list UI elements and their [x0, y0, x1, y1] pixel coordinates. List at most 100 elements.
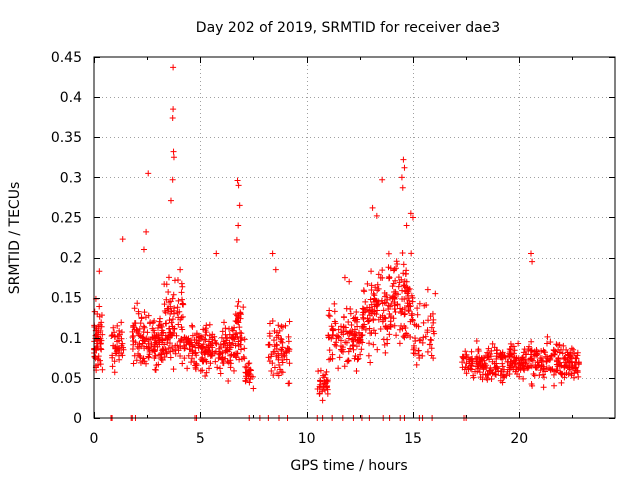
data-point: [465, 364, 472, 371]
data-point-outlier: [174, 277, 181, 284]
data-point: [407, 334, 414, 341]
data-point: [345, 348, 352, 355]
data-point: [139, 358, 146, 365]
data-point: [165, 325, 172, 332]
plot-frame: [93, 56, 616, 419]
data-point: [425, 317, 432, 324]
data-point: [377, 326, 384, 333]
data-point: [149, 334, 156, 341]
data-point: [286, 318, 293, 325]
data-point: [109, 363, 116, 370]
data-point: [551, 382, 558, 389]
data-point: [532, 362, 539, 369]
data-point: [408, 250, 415, 257]
data-point: [358, 332, 365, 339]
data-point: [153, 362, 160, 369]
data-point: [375, 271, 382, 278]
data-point: [400, 282, 407, 289]
data-point-outlier: [170, 106, 177, 113]
data-point: [119, 352, 126, 359]
data-point: [497, 350, 504, 357]
data-point: [164, 305, 171, 312]
data-point: [198, 343, 205, 350]
data-point: [270, 348, 277, 355]
data-point: [349, 342, 356, 349]
data-point: [178, 296, 185, 303]
data-point: [377, 274, 384, 281]
data-point: [136, 345, 143, 352]
data-point: [534, 359, 541, 366]
data-point: [557, 370, 564, 377]
data-point-outlier: [272, 266, 279, 273]
data-point: [384, 325, 391, 332]
data-point: [423, 301, 430, 308]
data-point: [206, 365, 213, 372]
data-point: [247, 367, 254, 374]
data-point: [374, 301, 381, 308]
data-point: [150, 346, 157, 353]
data-point: [488, 375, 495, 382]
data-point: [189, 332, 196, 339]
data-point: [479, 371, 486, 378]
data-point: [214, 364, 221, 371]
data-point: [553, 367, 560, 374]
data-point: [414, 305, 421, 312]
data-point: [222, 325, 229, 332]
data-point: [386, 274, 393, 281]
data-point-outlier: [316, 390, 323, 397]
data-point: [399, 249, 406, 256]
data-point: [393, 332, 400, 339]
data-point: [276, 366, 283, 373]
data-point: [341, 314, 348, 321]
data-point: [568, 370, 575, 377]
data-point: [518, 360, 525, 367]
data-point: [326, 356, 333, 363]
data-point: [229, 340, 236, 347]
data-point: [218, 344, 225, 351]
data-point: [514, 370, 521, 377]
data-point: [237, 310, 244, 317]
data-point: [494, 364, 501, 371]
data-point: [245, 368, 252, 375]
data-point: [203, 369, 210, 376]
data-point: [279, 324, 286, 331]
data-point: [549, 366, 556, 373]
data-point: [97, 340, 104, 347]
data-point: [406, 285, 413, 292]
y-tick-label: 0.45: [51, 50, 82, 66]
data-point: [426, 341, 433, 348]
data-point: [152, 366, 159, 373]
data-point: [279, 359, 286, 366]
data-point: [98, 346, 105, 353]
data-point: [241, 345, 248, 352]
data-point: [167, 354, 174, 361]
data-point: [459, 359, 466, 366]
data-point: [468, 348, 475, 355]
data-point: [95, 353, 102, 360]
data-point: [181, 334, 188, 341]
data-point: [356, 329, 363, 336]
data-point: [391, 266, 398, 273]
data-point: [396, 340, 403, 347]
data-point: [567, 359, 574, 366]
data-point: [519, 354, 526, 361]
data-point: [165, 289, 172, 296]
data-point: [192, 362, 199, 369]
data-point: [506, 370, 513, 377]
data-point: [521, 359, 528, 366]
data-point: [268, 353, 275, 360]
data-point: [273, 341, 280, 348]
data-point: [553, 358, 560, 365]
data-point: [486, 368, 493, 375]
data-point: [360, 323, 367, 330]
data-point: [226, 346, 233, 353]
data-point: [523, 351, 530, 358]
data-point: [266, 330, 273, 337]
data-point: [366, 340, 373, 347]
data-point: [347, 328, 354, 335]
data-point: [462, 348, 469, 355]
data-point: [428, 345, 435, 352]
data-point: [527, 362, 534, 369]
data-point-outlier: [369, 204, 376, 211]
